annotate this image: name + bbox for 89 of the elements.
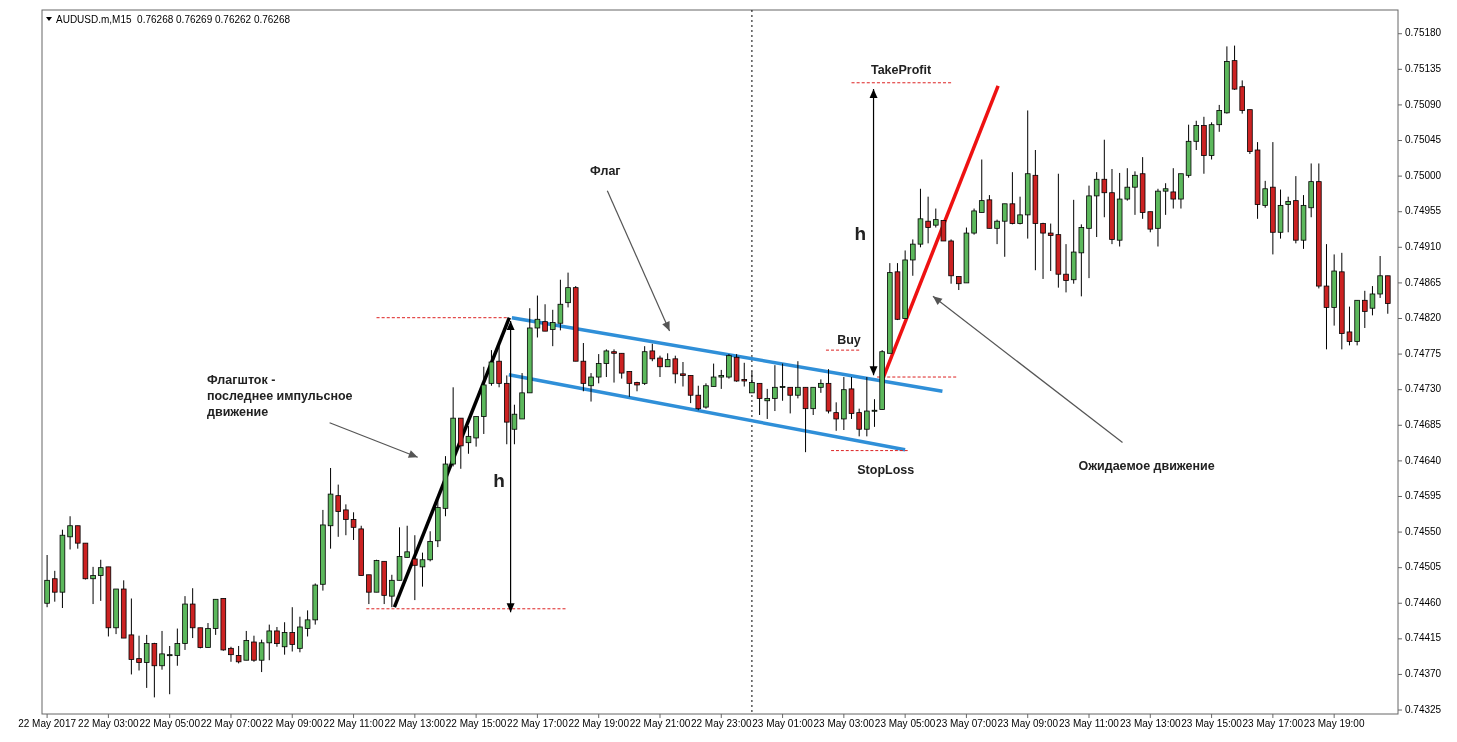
x-tick-label: 22 May 23:00 bbox=[690, 718, 753, 729]
candlestick bbox=[228, 646, 234, 663]
y-tick-label: 0.74325 bbox=[1405, 703, 1442, 715]
y-tick-label: 0.74820 bbox=[1405, 312, 1442, 324]
candlestick bbox=[726, 353, 732, 380]
y-tick-label: 0.75180 bbox=[1405, 27, 1442, 39]
chart-title: AUDUSD.m,M15 0.76268 0.76269 0.76262 0.76268 bbox=[56, 13, 291, 25]
x-tick-label: 23 May 17:00 bbox=[1242, 718, 1304, 729]
candlestick bbox=[1063, 243, 1069, 293]
candlestick bbox=[205, 622, 211, 649]
y-tick-label: 0.75090 bbox=[1405, 98, 1442, 110]
candlestick bbox=[925, 196, 931, 244]
candlestick bbox=[772, 364, 778, 412]
y-tick-label: 0.74685 bbox=[1405, 418, 1442, 430]
annotation: Ожидаемое движение bbox=[1078, 459, 1215, 474]
x-tick-label: 22 May 07:00 bbox=[200, 718, 262, 729]
x-tick-label: 23 May 09:00 bbox=[997, 718, 1059, 729]
candlestick bbox=[1132, 170, 1138, 216]
candlestick bbox=[90, 566, 96, 605]
candlestick bbox=[274, 626, 280, 648]
y-tick-label: 0.74595 bbox=[1405, 490, 1442, 502]
y-tick-label: 0.74910 bbox=[1405, 240, 1442, 252]
candlestick bbox=[366, 574, 372, 605]
y-tick-label: 0.74370 bbox=[1405, 668, 1442, 680]
y-tick-label: 0.74730 bbox=[1405, 383, 1442, 395]
x-tick-label: 22 May 11:00 bbox=[323, 718, 384, 729]
x-tick-label: 23 May 01:00 bbox=[752, 718, 814, 729]
y-tick-label: 0.74550 bbox=[1405, 525, 1442, 537]
x-tick-label: 22 May 05:00 bbox=[139, 718, 201, 729]
candlestick bbox=[1017, 196, 1023, 225]
candlestick bbox=[994, 219, 1000, 245]
candlestick bbox=[680, 361, 686, 388]
candlestick bbox=[67, 515, 73, 550]
candlestick bbox=[795, 360, 801, 399]
candlestick bbox=[1377, 255, 1383, 299]
y-tick-label: 0.74505 bbox=[1405, 561, 1442, 573]
x-tick-label: 23 May 15:00 bbox=[1181, 718, 1243, 729]
x-tick-label: 22 May 21:00 bbox=[629, 718, 691, 729]
x-tick-label: 22 May 17:00 bbox=[507, 718, 569, 729]
y-tick-label: 0.75135 bbox=[1405, 62, 1442, 74]
x-tick-label: 23 May 07:00 bbox=[936, 718, 998, 729]
candlestick bbox=[44, 554, 50, 608]
candlestick bbox=[611, 348, 617, 384]
candlestick bbox=[565, 272, 571, 308]
y-tick-label: 0.75045 bbox=[1405, 134, 1442, 146]
x-tick-label: 23 May 05:00 bbox=[874, 718, 936, 729]
candlestick bbox=[473, 416, 479, 448]
candlestick bbox=[488, 349, 495, 387]
candlestick bbox=[634, 381, 640, 392]
y-tick-label: 0.75000 bbox=[1405, 169, 1442, 181]
y-tick-label: 0.74775 bbox=[1405, 347, 1442, 359]
x-tick-label: 22 May 15:00 bbox=[445, 718, 507, 729]
candlestick bbox=[657, 355, 663, 378]
annotation: Флаг bbox=[590, 164, 621, 179]
candlestick bbox=[297, 616, 303, 653]
candlestick bbox=[542, 303, 548, 332]
y-tick-label: 0.74640 bbox=[1405, 454, 1442, 466]
candlestick bbox=[350, 511, 357, 541]
x-tick-label: 22 May 03:00 bbox=[78, 718, 140, 729]
x-tick-label: 23 May 11:00 bbox=[1059, 718, 1120, 729]
candlestick bbox=[833, 401, 839, 432]
x-tick-label: 23 May 19:00 bbox=[1303, 718, 1365, 729]
annotation: TakeProfit bbox=[870, 63, 932, 78]
candlestick bbox=[159, 630, 165, 671]
annotation: h bbox=[493, 469, 505, 491]
candlestick bbox=[818, 378, 824, 394]
y-tick-label: 0.74865 bbox=[1405, 276, 1442, 288]
candlestick bbox=[251, 635, 257, 663]
x-tick-label: 23 May 13:00 bbox=[1119, 718, 1182, 729]
annotation: Флагшток - последнее импульсное движение bbox=[207, 373, 353, 420]
x-tick-label: 22 May 2017 bbox=[18, 718, 77, 729]
y-tick-label: 0.74460 bbox=[1405, 596, 1442, 608]
candlestick bbox=[703, 382, 709, 410]
annotation: StopLoss bbox=[857, 463, 915, 478]
candlestick bbox=[971, 208, 977, 236]
candlestick bbox=[1040, 222, 1046, 280]
x-tick-label: 22 May 09:00 bbox=[261, 718, 323, 729]
annotation: h bbox=[854, 223, 866, 245]
y-tick-label: 0.74955 bbox=[1405, 205, 1442, 217]
candlestick bbox=[343, 503, 349, 536]
y-tick-label: 0.74415 bbox=[1405, 632, 1442, 644]
candlestick bbox=[588, 372, 594, 403]
candlestick bbox=[496, 344, 502, 388]
x-tick-label: 22 May 13:00 bbox=[384, 718, 446, 729]
x-tick-label: 22 May 19:00 bbox=[568, 718, 630, 729]
x-tick-label: 23 May 03:00 bbox=[813, 718, 875, 729]
candlestick bbox=[1285, 196, 1291, 233]
candlestick bbox=[136, 635, 142, 671]
annotation: Buy bbox=[837, 333, 861, 348]
